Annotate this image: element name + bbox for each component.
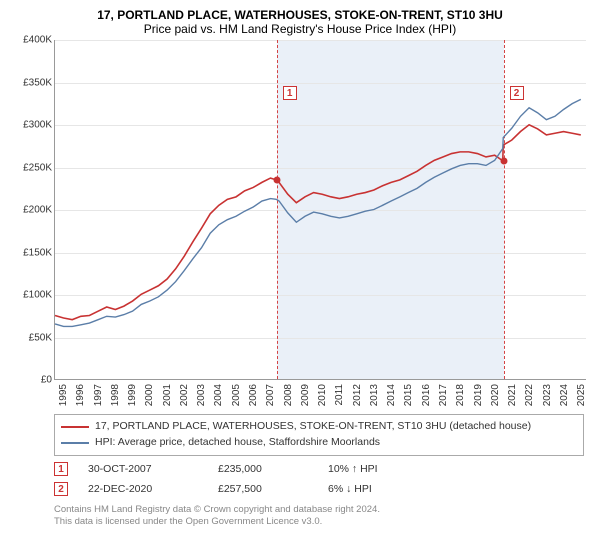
transaction-delta: 10% ↑ HPI <box>328 463 378 475</box>
legend-label: 17, PORTLAND PLACE, WATERHOUSES, STOKE-O… <box>95 419 531 435</box>
legend-label: HPI: Average price, detached house, Staf… <box>95 435 380 451</box>
x-axis-label: 2024 <box>559 384 570 406</box>
transaction-row: 1 30-OCT-2007 £235,000 10% ↑ HPI <box>54 462 588 476</box>
transaction-date: 22-DEC-2020 <box>88 483 198 495</box>
x-axis-label: 2003 <box>196 384 207 406</box>
legend-row: 17, PORTLAND PLACE, WATERHOUSES, STOKE-O… <box>61 419 577 435</box>
y-axis-label: £100K <box>12 290 52 301</box>
x-axis-label: 2007 <box>265 384 276 406</box>
y-axis-label: £50K <box>12 332 52 343</box>
transaction-marker: 2 <box>510 86 524 100</box>
x-axis-label: 2006 <box>248 384 259 406</box>
y-axis-label: £300K <box>12 120 52 131</box>
transaction-row-marker: 1 <box>54 462 68 476</box>
x-axis-label: 2021 <box>507 384 518 406</box>
footer-line2: This data is licensed under the Open Gov… <box>54 516 588 528</box>
x-axis-label: 1995 <box>58 384 69 406</box>
y-axis-label: £150K <box>12 247 52 258</box>
footer: Contains HM Land Registry data © Crown c… <box>54 504 588 529</box>
transaction-dot <box>500 158 507 165</box>
x-axis-label: 2023 <box>542 384 553 406</box>
transaction-dot <box>273 177 280 184</box>
x-axis-label: 2020 <box>490 384 501 406</box>
line-series-svg <box>55 40 586 379</box>
transaction-marker: 1 <box>283 86 297 100</box>
legend-swatch <box>61 442 89 444</box>
transaction-date: 30-OCT-2007 <box>88 463 198 475</box>
x-axis-label: 2016 <box>421 384 432 406</box>
x-axis-label: 2018 <box>455 384 466 406</box>
x-axis-label: 2005 <box>231 384 242 406</box>
x-axis-label: 2011 <box>334 384 345 406</box>
x-axis-label: 2002 <box>179 384 190 406</box>
x-axis-label: 2014 <box>386 384 397 406</box>
transaction-price: £235,000 <box>218 463 308 475</box>
series-price-paid <box>55 125 581 320</box>
y-axis-label: £350K <box>12 77 52 88</box>
legend-swatch <box>61 426 89 428</box>
x-axis-label: 1999 <box>127 384 138 406</box>
x-axis-label: 1998 <box>110 384 121 406</box>
x-axis-label: 2025 <box>576 384 587 406</box>
title-block: 17, PORTLAND PLACE, WATERHOUSES, STOKE-O… <box>12 8 588 36</box>
x-axis-label: 2012 <box>352 384 363 406</box>
y-axis-label: £400K <box>12 35 52 46</box>
x-axis-label: 2001 <box>162 384 173 406</box>
x-axis-label: 2019 <box>473 384 484 406</box>
title-address: 17, PORTLAND PLACE, WATERHOUSES, STOKE-O… <box>12 8 588 22</box>
x-axis-label: 2022 <box>524 384 535 406</box>
series-hpi <box>55 99 581 326</box>
transaction-delta: 6% ↓ HPI <box>328 483 372 495</box>
x-axis-label: 2009 <box>300 384 311 406</box>
transaction-row: 2 22-DEC-2020 £257,500 6% ↓ HPI <box>54 482 588 496</box>
x-axis-label: 2008 <box>283 384 294 406</box>
legend-box: 17, PORTLAND PLACE, WATERHOUSES, STOKE-O… <box>54 414 584 456</box>
plot-region: 12 <box>54 40 586 380</box>
x-axis-label: 2015 <box>403 384 414 406</box>
x-axis-label: 2017 <box>438 384 449 406</box>
transaction-row-marker: 2 <box>54 482 68 496</box>
x-axis-label: 2000 <box>144 384 155 406</box>
legend-row: HPI: Average price, detached house, Staf… <box>61 435 577 451</box>
x-axis-label: 2013 <box>369 384 380 406</box>
transaction-price: £257,500 <box>218 483 308 495</box>
footer-line1: Contains HM Land Registry data © Crown c… <box>54 504 588 516</box>
y-axis-label: £200K <box>12 205 52 216</box>
chart-container: 17, PORTLAND PLACE, WATERHOUSES, STOKE-O… <box>0 0 600 560</box>
y-axis-label: £0 <box>12 375 52 386</box>
x-axis-label: 2004 <box>213 384 224 406</box>
title-subtitle: Price paid vs. HM Land Registry's House … <box>12 22 588 36</box>
x-axis-label: 1996 <box>75 384 86 406</box>
chart-area: 12 £0£50K£100K£150K£200K£250K£300K£350K£… <box>12 40 588 410</box>
x-axis-label: 1997 <box>93 384 104 406</box>
y-axis-label: £250K <box>12 162 52 173</box>
x-axis-label: 2010 <box>317 384 328 406</box>
